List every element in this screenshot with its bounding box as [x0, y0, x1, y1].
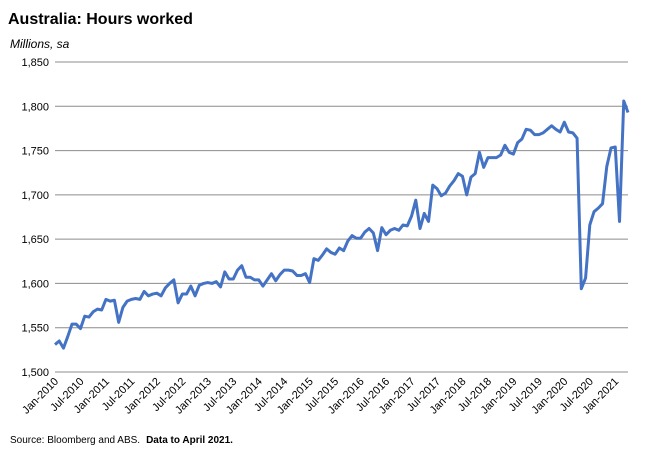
y-tick-label: 1,650	[21, 234, 49, 246]
y-tick-label: 1,800	[21, 101, 49, 113]
source: Source: Bloomberg and ABS. Data to April …	[10, 435, 233, 446]
y-tick-label: 1,550	[21, 323, 49, 335]
chart-title: Australia: Hours worked	[8, 11, 193, 28]
y-axis-label: Millions, sa	[10, 37, 70, 51]
source-text: Source: Bloomberg and ABS.	[10, 435, 140, 446]
y-tick-label: 1,750	[21, 146, 49, 158]
data-line	[54, 99, 630, 350]
y-tick-label: 1,850	[21, 57, 49, 69]
y-tick-label: 1,500	[21, 367, 49, 379]
y-tick-label: 1,600	[21, 278, 49, 290]
note-text: Data to April 2021.	[146, 435, 233, 446]
y-tick-label: 1,700	[21, 190, 49, 202]
